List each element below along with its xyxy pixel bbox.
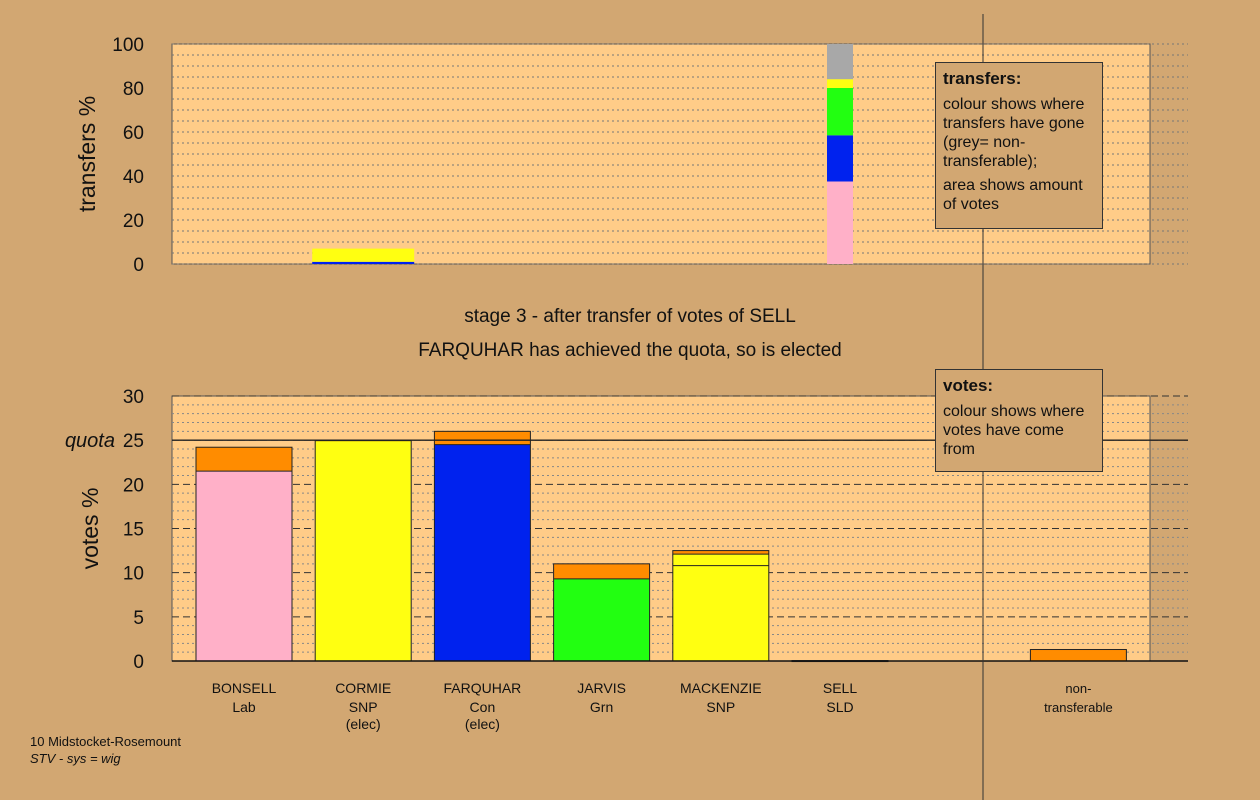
category-label-name: non- [1065, 681, 1091, 696]
votes-legend: votes: colour shows where votes have com… [935, 369, 1103, 472]
votes-bar-segment [434, 444, 531, 661]
transfers-bar-segment [827, 181, 853, 264]
transfers-y-tick-label: 0 [133, 255, 144, 276]
transfers-y-tick-label: 20 [123, 211, 144, 232]
votes-bar-segment [196, 447, 292, 472]
votes-y-tick-label: 15 [123, 520, 144, 541]
transfers-bar-segment [827, 79, 853, 88]
votes-bar-segment [434, 431, 531, 445]
transfers-bar-segment [827, 135, 853, 182]
quota-label: quota [65, 430, 115, 452]
category-label-party: SNP [706, 699, 735, 715]
votes-bar-segment [553, 578, 650, 661]
category-label-party: SNP [349, 699, 378, 715]
elected-caption: FARQUHAR has achieved the quota, so is e… [418, 340, 842, 361]
category-label-name: BONSELL [212, 680, 277, 696]
votes-bar-segment [672, 554, 769, 566]
transfers-legend-colour-note: colour shows where transfers have gone (… [943, 96, 1085, 170]
transfers-bar-segment [312, 261, 415, 264]
votes-y-tick-label: 5 [133, 608, 144, 629]
category-label-name: SELL [823, 680, 857, 696]
votes-bar-segment [1030, 649, 1127, 661]
stage-caption: stage 3 - after transfer of votes of SEL… [464, 306, 796, 327]
votes-legend-title: votes: [943, 376, 994, 395]
votes-legend-colour-note: colour shows where votes have come from [943, 403, 1085, 458]
transfers-legend-title: transfers: [943, 69, 1022, 88]
category-label-note: (elec) [346, 716, 381, 732]
ward-name: 10 Midstocket-Rosemount [30, 734, 182, 749]
category-label-note: (elec) [465, 716, 500, 732]
category-label-name: JARVIS [577, 680, 626, 696]
category-label-party: transferable [1044, 700, 1113, 715]
category-label-party: Grn [590, 699, 613, 715]
transfers-legend: transfers: colour shows where transfers … [935, 62, 1103, 229]
votes-y-tick-label: 10 [123, 564, 144, 585]
votes-y-tick-label: 20 [123, 475, 144, 496]
votes-bar-segment [315, 440, 412, 661]
votes-bar-segment [196, 471, 292, 661]
category-label-party: Con [470, 699, 496, 715]
votes-y-tick-label: 0 [133, 652, 144, 673]
category-label-name: MACKENZIE [680, 680, 762, 696]
transfers-y-tick-label: 40 [123, 167, 144, 188]
transfers-y-tick-label: 100 [112, 35, 144, 56]
votes-bar-segment [672, 550, 769, 555]
transfers-y-tick-label: 60 [123, 123, 144, 144]
votes-y-axis-label: votes % [77, 488, 103, 570]
votes-y-tick-label: 30 [123, 387, 144, 408]
category-label-party: SLD [826, 699, 853, 715]
category-label-party: Lab [232, 699, 256, 715]
footer: 10 Midstocket-Rosemount STV - sys = wig [30, 733, 181, 767]
transfers-y-axis-label: transfers % [74, 96, 100, 212]
votes-bar-segment [672, 565, 769, 661]
transfers-bar-segment [312, 248, 415, 262]
transfers-bar-segment [827, 44, 853, 80]
category-label-name: FARQUHAR [444, 680, 522, 696]
transfers-legend-area-note: area shows amount of votes [943, 177, 1083, 213]
votes-bar-segment [553, 563, 650, 579]
transfers-y-tick-label: 80 [123, 79, 144, 100]
transfers-bar-segment [827, 88, 853, 136]
category-label-name: CORMIE [335, 680, 391, 696]
voting-system: STV - sys = wig [30, 751, 121, 766]
votes-y-tick-label: 25 [123, 431, 144, 452]
